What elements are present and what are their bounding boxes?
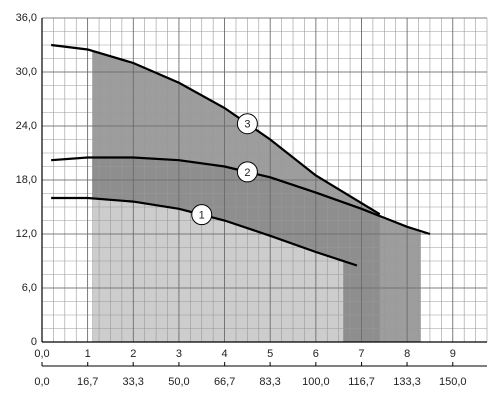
x2-tick-label: 150,0	[439, 376, 467, 388]
x-tick-label: 4	[222, 348, 228, 360]
curve-label: 1	[199, 210, 205, 222]
x-tick-label: 9	[450, 348, 456, 360]
curve-label-badge	[236, 113, 258, 135]
x2-tick-label: 83,3	[259, 376, 280, 388]
x2-tick-label: 50,0	[168, 376, 189, 388]
y-tick-label: 18,0	[16, 174, 37, 186]
x2-tick-label: 100,0	[302, 376, 330, 388]
curve	[50, 43, 381, 216]
curve-label: 3	[244, 119, 250, 131]
y-tick-label: 24,0	[16, 120, 37, 132]
x-tick-label: 0,0	[34, 348, 49, 360]
y-tick-label: 6,0	[22, 282, 37, 294]
x2-tick-label: 116,7	[348, 376, 375, 388]
x-tick-label: 8	[404, 348, 410, 360]
x-tick-label: 1	[85, 348, 91, 360]
x-tick-label: 7	[358, 348, 364, 360]
y-tick-label: 36,0	[16, 12, 37, 24]
x-tick-label: 2	[130, 348, 136, 360]
curve-label-badge	[236, 161, 258, 183]
curve-label-badge	[191, 204, 213, 226]
x-tick-label: 3	[176, 348, 182, 360]
curve-label: 2	[244, 167, 250, 179]
x2-tick-label: 66,7	[214, 376, 235, 388]
x-tick-label: 5	[267, 348, 273, 360]
x-tick-label: 6	[313, 348, 319, 360]
y-tick-label: 0	[31, 336, 37, 348]
x2-tick-label: 0,0	[34, 376, 49, 388]
y-tick-label: 30,0	[16, 66, 37, 78]
x2-tick-label: 33,3	[122, 376, 143, 388]
x2-tick-label: 133,3	[393, 376, 421, 388]
x2-tick-label: 16,7	[77, 376, 98, 388]
plot: 1 2 3	[50, 43, 431, 267]
y-tick-label: 12,0	[16, 228, 37, 240]
